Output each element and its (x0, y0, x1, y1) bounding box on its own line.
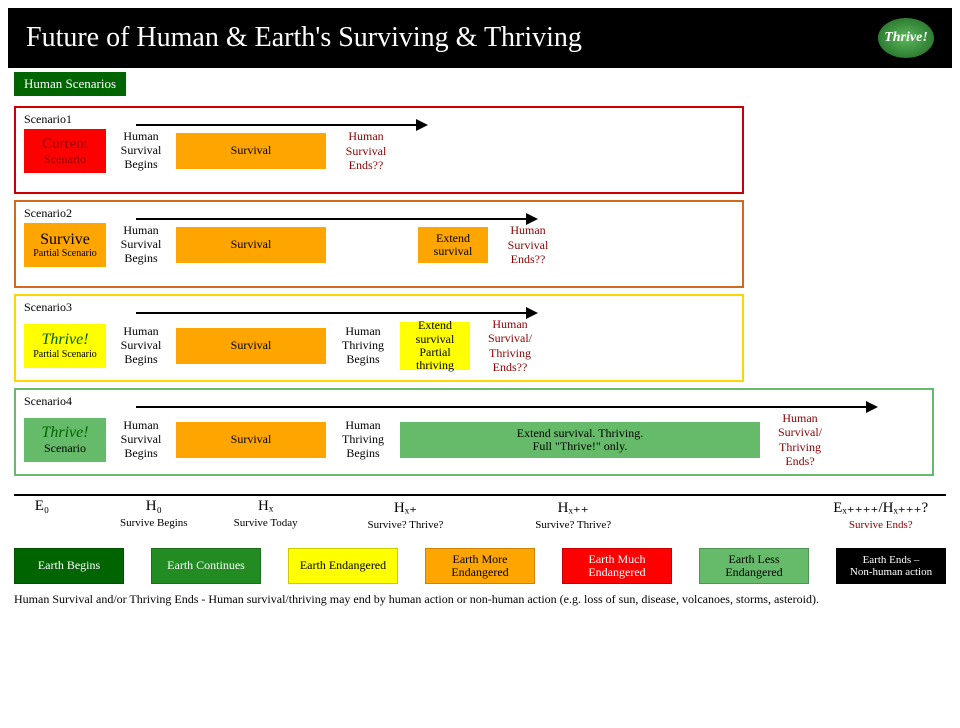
scenarios-container: Scenario1 Current Scenario Human Surviva… (0, 96, 960, 486)
scenario-4: Scenario4 Thrive! Scenario Human Surviva… (14, 388, 934, 476)
earth-legend-item: Earth More Endangered (425, 548, 535, 584)
thrive-logo-icon: Thrive! (878, 18, 934, 58)
extend-box: Extend survival (418, 227, 488, 263)
survival-ends-label: Human Survival Ends?? (494, 223, 562, 266)
survival-box: Survival (176, 133, 326, 169)
earth-legend-item: Earth Ends –Non-human action (836, 548, 946, 584)
scenario-badge: Thrive! Scenario (24, 418, 106, 462)
timeline-marker: Hₓ₊₊Survive? Thrive? (535, 498, 611, 531)
scenario-3: Scenario3 Thrive! Partial Scenario Human… (14, 294, 744, 382)
survival-ends-label: Human Survival Ends?? (332, 129, 400, 172)
timeline-marker: HₓSurvive Today (234, 498, 298, 529)
survival-box: Survival (176, 227, 326, 263)
scenario-badge: Thrive! Partial Scenario (24, 324, 106, 368)
timeline-arrow-icon (136, 406, 876, 408)
page-title: Future of Human & Earth's Surviving & Th… (26, 22, 582, 54)
timeline-arrow-icon (136, 124, 426, 126)
earth-legend: Earth Begins Earth Continues Earth Endange… (14, 548, 946, 584)
survival-begins-label: Human Survival Begins (112, 419, 170, 460)
timeline-marker: E₀ (35, 498, 49, 517)
earth-legend-item: Earth Begins (14, 548, 124, 584)
extend-box: Extend survival. Thriving.Full "Thrive!"… (400, 422, 760, 458)
scenario-1: Scenario1 Current Scenario Human Surviva… (14, 106, 744, 194)
scenario-badge: Survive Partial Scenario (24, 223, 106, 267)
scenario-2: Scenario2 Survive Partial Scenario Human… (14, 200, 744, 288)
survival-box: Survival (176, 422, 326, 458)
timeline-arrow-icon (136, 312, 536, 314)
scenarios-tab: Human Scenarios (14, 72, 126, 96)
timeline-marker: Eₓ₊₊₊₊/Hₓ₊₊₊?Survive Ends? (833, 498, 928, 531)
survival-ends-label: Human Survival/ Thriving Ends? (766, 411, 834, 469)
timeline-axis: E₀ H₀Survive Begins HₓSurvive Today Hₓ₊Surv… (14, 494, 946, 544)
extend-box: Extend survival Partial thriving (400, 322, 470, 370)
survival-begins-label: Human Survival Begins (112, 130, 170, 171)
survival-begins-label: Human Survival Begins (112, 224, 170, 265)
earth-legend-item: Earth Endangered (288, 548, 398, 584)
survival-box: Survival (176, 328, 326, 364)
survival-ends-label: Human Survival/ Thriving Ends?? (476, 317, 544, 375)
thriving-begins-label: Human Thriving Begins (332, 325, 394, 366)
earth-legend-item: Earth Less Endangered (699, 548, 809, 584)
timeline-marker: H₀Survive Begins (120, 498, 188, 529)
earth-legend-item: Earth Much Endangered (562, 548, 672, 584)
footnote-text: Human Survival and/or Thriving Ends - Hu… (14, 592, 946, 607)
survival-begins-label: Human Survival Begins (112, 325, 170, 366)
header-bar: Future of Human & Earth's Surviving & Th… (8, 8, 952, 68)
earth-legend-item: Earth Continues (151, 548, 261, 584)
scenario-badge: Current Scenario (24, 129, 106, 173)
timeline-marker: Hₓ₊Survive? Thrive? (368, 498, 444, 531)
timeline-arrow-icon (136, 218, 536, 220)
thriving-begins-label: Human Thriving Begins (332, 419, 394, 460)
